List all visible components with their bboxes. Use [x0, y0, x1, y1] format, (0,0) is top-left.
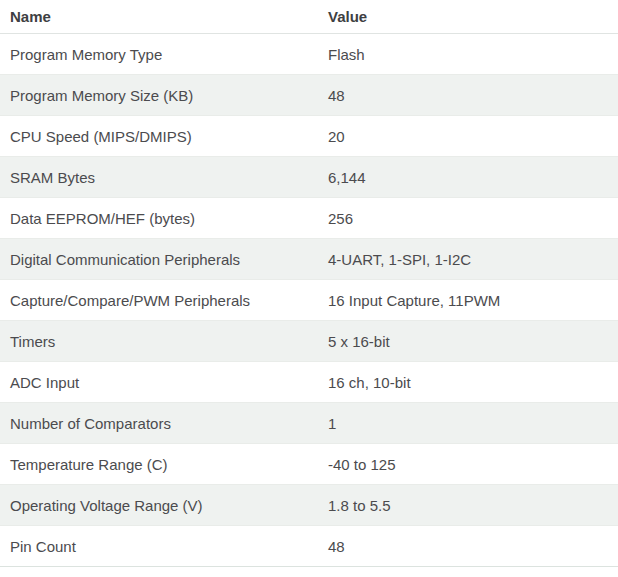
spec-value-cell: 48: [318, 75, 618, 116]
table-row: Pin Count 48: [0, 526, 618, 567]
table-header-row: Name Value: [0, 0, 618, 34]
table-row: Data EEPROM/HEF (bytes) 256: [0, 198, 618, 239]
spec-name-cell: SRAM Bytes: [0, 157, 318, 198]
table-row: SRAM Bytes 6,144: [0, 157, 618, 198]
spec-value-cell: 4-UART, 1-SPI, 1-I2C: [318, 239, 618, 280]
spec-value-cell: 16 ch, 10-bit: [318, 362, 618, 403]
spec-value-cell: 16 Input Capture, 11PWM: [318, 280, 618, 321]
table-row: Capture/Compare/PWM Peripherals 16 Input…: [0, 280, 618, 321]
table-row: Number of Comparators 1: [0, 403, 618, 444]
table-row: Program Memory Type Flash: [0, 34, 618, 75]
spec-name-cell: Program Memory Size (KB): [0, 75, 318, 116]
spec-name-cell: Digital Communication Peripherals: [0, 239, 318, 280]
spec-value-cell: 1: [318, 403, 618, 444]
spec-value-cell: Flash: [318, 34, 618, 75]
spec-value-cell: 20: [318, 116, 618, 157]
table-row: Operating Voltage Range (V) 1.8 to 5.5: [0, 485, 618, 526]
header-value: Value: [318, 0, 618, 34]
spec-name-cell: Operating Voltage Range (V): [0, 485, 318, 526]
spec-name-cell: Number of Comparators: [0, 403, 318, 444]
spec-name-cell: Data EEPROM/HEF (bytes): [0, 198, 318, 239]
spec-name-cell: CPU Speed (MIPS/DMIPS): [0, 116, 318, 157]
spec-name-cell: Timers: [0, 321, 318, 362]
table-row: CPU Speed (MIPS/DMIPS) 20: [0, 116, 618, 157]
spec-name-cell: Pin Count: [0, 526, 318, 567]
table-row: Temperature Range (C) -40 to 125: [0, 444, 618, 485]
spec-name-cell: ADC Input: [0, 362, 318, 403]
table-row: Digital Communication Peripherals 4-UART…: [0, 239, 618, 280]
spec-table: Name Value Program Memory Type Flash Pro…: [0, 0, 618, 567]
spec-value-cell: 1.8 to 5.5: [318, 485, 618, 526]
spec-name-cell: Capture/Compare/PWM Peripherals: [0, 280, 318, 321]
table-row: Timers 5 x 16-bit: [0, 321, 618, 362]
spec-value-cell: 6,144: [318, 157, 618, 198]
table-row: Program Memory Size (KB) 48: [0, 75, 618, 116]
spec-value-cell: 256: [318, 198, 618, 239]
spec-name-cell: Program Memory Type: [0, 34, 318, 75]
spec-name-cell: Temperature Range (C): [0, 444, 318, 485]
header-name: Name: [0, 0, 318, 34]
spec-value-cell: -40 to 125: [318, 444, 618, 485]
spec-value-cell: 48: [318, 526, 618, 567]
table-row: ADC Input 16 ch, 10-bit: [0, 362, 618, 403]
spec-value-cell: 5 x 16-bit: [318, 321, 618, 362]
